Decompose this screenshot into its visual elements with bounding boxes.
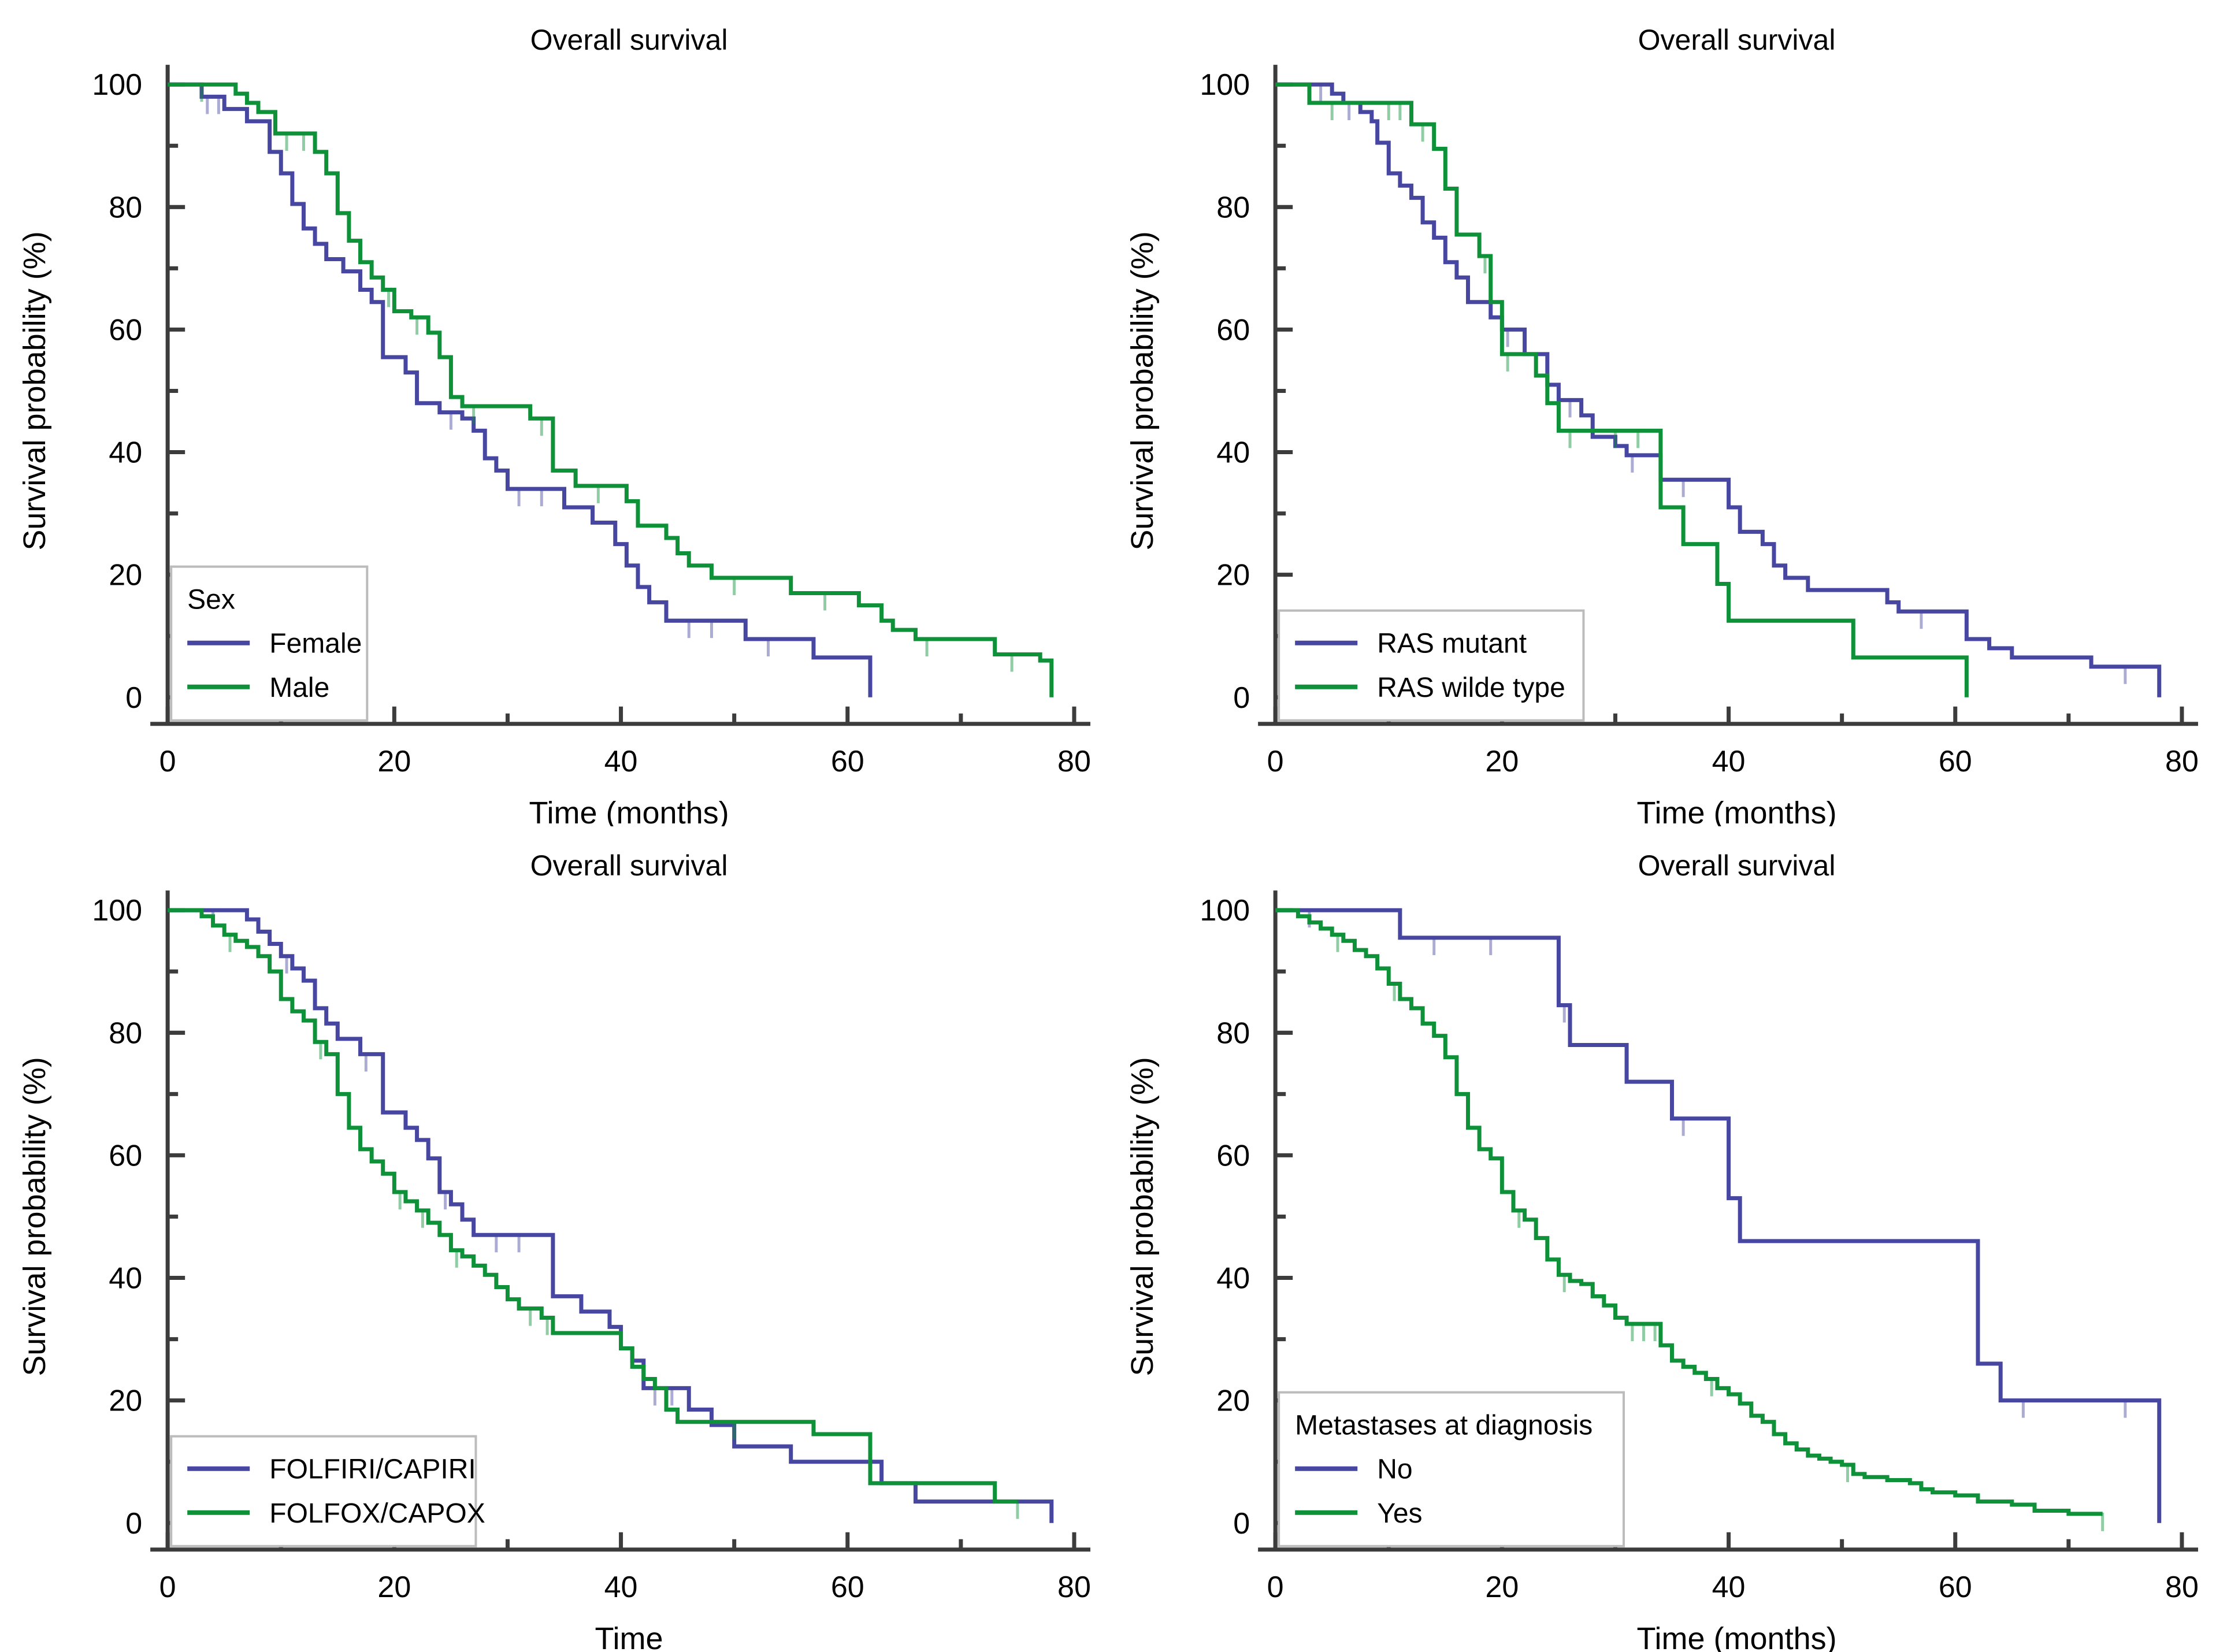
legend-label-male: Male — [269, 673, 329, 703]
panel-overall-survival-by-regimen: 0 20 40 60 80 0 20 40 60 80 100 Overall survival Tim… — [0, 826, 1108, 1652]
series-line-no — [1275, 908, 2162, 1523]
x-tick-label: 0 — [159, 1571, 176, 1604]
y-tick-label: 40 — [109, 1262, 142, 1295]
y-tick-label: 100 — [92, 68, 142, 102]
legend: Metastases at diagnosis No Yes — [1278, 1391, 1625, 1547]
x-axis-label: Time (months) — [1636, 1621, 1836, 1652]
x-tick-label: 80 — [1057, 745, 1091, 778]
plot-title: Overall survival — [1638, 24, 1836, 56]
x-tick-label: 40 — [1712, 1571, 1746, 1604]
x-tick-label: 20 — [377, 1571, 411, 1604]
series-line-female — [168, 82, 873, 697]
x-tick-label: 20 — [1485, 1571, 1519, 1604]
legend-label-yes: Yes — [1377, 1498, 1422, 1529]
x-tick-label: 60 — [831, 1571, 864, 1604]
y-tick-label: 100 — [1200, 68, 1250, 102]
x-axis-label: Time (months) — [529, 796, 729, 826]
y-tick-label: 0 — [1233, 1507, 1250, 1540]
y-tick-label: 80 — [1216, 191, 1250, 224]
legend-label-ras-mutant: RAS mutant — [1377, 629, 1527, 659]
y-tick-label: 0 — [125, 681, 142, 715]
legend-box — [170, 1435, 477, 1547]
legend: RAS mutant RAS wilde type — [1278, 609, 1585, 722]
km-chart-sex: 0 20 40 60 80 0 20 40 60 80 100 Overall survival Tim… — [17, 24, 1091, 826]
y-tick-label: 60 — [109, 1139, 142, 1172]
series-line-folfox-capox — [168, 908, 1018, 1504]
legend-label-folfox-capox: FOLFOX/CAPOX — [269, 1498, 485, 1529]
y-tick-label: 80 — [109, 1016, 142, 1050]
y-axis-label: Survival probability (%) — [17, 1057, 52, 1376]
legend-label-folfiri-capiri: FOLFIRI/CAPIRI — [269, 1454, 476, 1485]
censor-marks-male — [200, 83, 1014, 672]
x-tick-label: 0 — [1267, 745, 1284, 778]
legend: FOLFIRI/CAPIRI FOLFOX/CAPOX — [170, 1435, 485, 1547]
x-tick-label: 60 — [1939, 745, 1972, 778]
km-chart-metastases: 0 20 40 60 80 0 20 40 60 80 100 Overall survival Tim… — [1125, 849, 2199, 1652]
y-tick-label: 100 — [92, 894, 142, 927]
y-tick-label: 60 — [1216, 313, 1250, 347]
y-tick-label: 40 — [1216, 436, 1250, 470]
censor-marks-female — [206, 95, 770, 657]
y-tick-label: 100 — [1200, 894, 1250, 927]
x-axis-label: Time — [595, 1621, 663, 1652]
x-tick-label: 80 — [2165, 1571, 2199, 1604]
series-line-yes — [1275, 908, 2103, 1516]
legend-label-female: Female — [269, 629, 362, 659]
censor-marks-folfox-capox — [228, 933, 1019, 1519]
series-line-ras-wilde-type — [1275, 82, 1969, 697]
x-tick-label: 0 — [1267, 1571, 1284, 1604]
y-tick-label: 20 — [1216, 559, 1250, 592]
y-axis-label: Survival probability (%) — [1125, 231, 1160, 550]
legend-title: Sex — [187, 585, 235, 615]
series-line-ras-mutant — [1275, 82, 2162, 697]
y-tick-label: 20 — [1216, 1384, 1250, 1418]
panel-overall-survival-by-metastases: 0 20 40 60 80 0 20 40 60 80 100 Overall survival Tim… — [1108, 826, 2216, 1652]
y-tick-label: 80 — [109, 191, 142, 224]
legend-label-ras-wilde-type: RAS wilde type — [1377, 673, 1565, 703]
legend-label-no: No — [1377, 1454, 1412, 1485]
y-axis-label: Survival probability (%) — [17, 231, 52, 550]
plot-title: Overall survival — [530, 24, 728, 56]
legend-box — [1278, 609, 1585, 722]
x-tick-label: 40 — [604, 745, 638, 778]
plot-title: Overall survival — [1638, 849, 1836, 882]
y-tick-label: 80 — [1216, 1016, 1250, 1050]
y-tick-label: 40 — [109, 436, 142, 470]
x-tick-label: 0 — [159, 745, 176, 778]
y-tick-label: 20 — [109, 559, 142, 592]
x-tick-label: 60 — [1939, 1571, 1972, 1604]
y-tick-label: 60 — [1216, 1139, 1250, 1172]
km-chart-regimen: 0 20 40 60 80 0 20 40 60 80 100 Overall survival Tim… — [17, 849, 1091, 1652]
x-tick-label: 20 — [377, 745, 411, 778]
censor-marks-no — [1308, 909, 2127, 1418]
x-tick-label: 80 — [2165, 745, 2199, 778]
y-tick-label: 20 — [109, 1384, 142, 1418]
x-tick-label: 20 — [1485, 745, 1519, 778]
legend-title: Metastases at diagnosis — [1295, 1410, 1593, 1441]
series-line-folfiri-capiri — [168, 908, 1054, 1523]
y-tick-label: 0 — [1233, 681, 1250, 715]
series-line-male — [168, 82, 1054, 697]
km-chart-ras-status: 0 20 40 60 80 0 20 40 60 80 100 Overall survival Tim… — [1125, 24, 2199, 826]
x-tick-label: 80 — [1057, 1571, 1091, 1604]
plot-title: Overall survival — [530, 849, 728, 882]
censor-marks-ras-mutant — [1308, 83, 2127, 684]
y-axis-label: Survival probability (%) — [1125, 1057, 1160, 1376]
panel-overall-survival-by-sex: 0 20 40 60 80 0 20 40 60 80 100 Overall survival Tim… — [0, 0, 1108, 826]
y-tick-label: 40 — [1216, 1262, 1250, 1295]
x-axis-label: Time (months) — [1636, 796, 1836, 826]
x-tick-label: 60 — [831, 745, 864, 778]
y-tick-label: 60 — [109, 313, 142, 347]
legend: Sex Female Male — [170, 565, 369, 722]
y-tick-label: 0 — [125, 1507, 142, 1540]
censor-marks-ras-wilde-type — [1330, 102, 1640, 448]
x-tick-label: 40 — [604, 1571, 638, 1604]
x-tick-label: 40 — [1712, 745, 1746, 778]
panel-overall-survival-by-ras-status: 0 20 40 60 80 0 20 40 60 80 100 Overall survival Tim… — [1108, 0, 2216, 826]
censor-marks-yes — [1336, 933, 2104, 1531]
